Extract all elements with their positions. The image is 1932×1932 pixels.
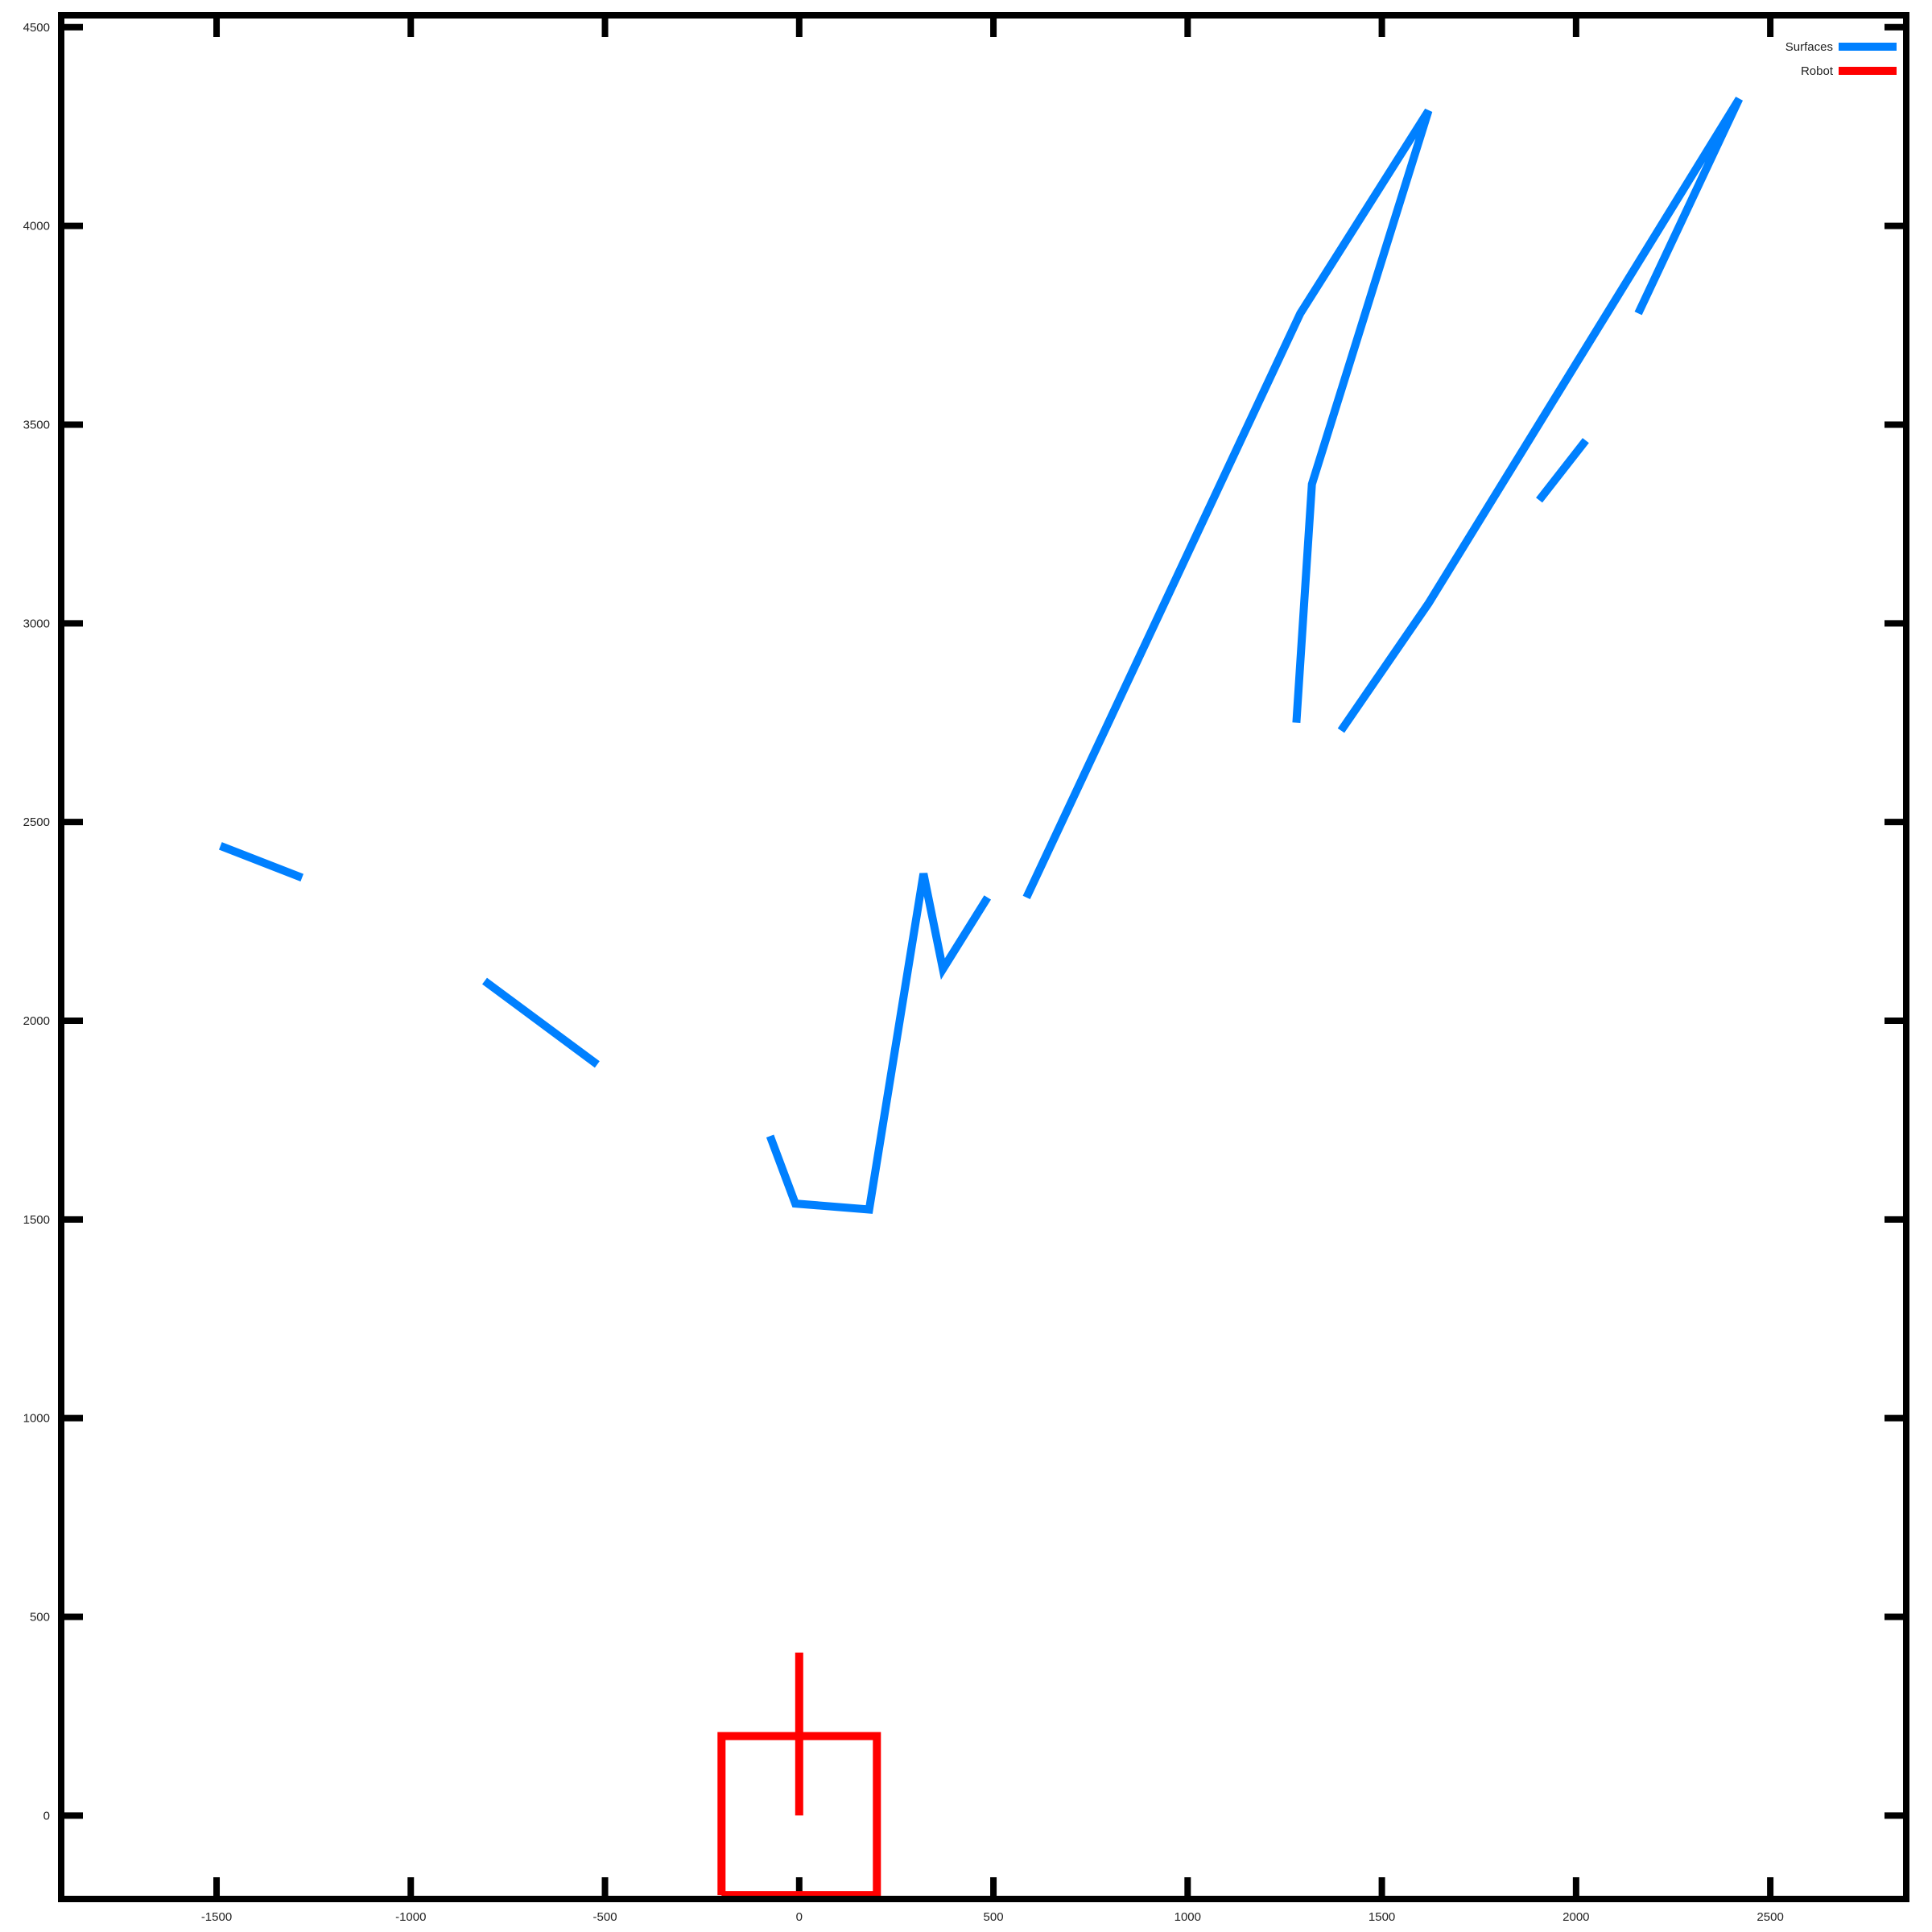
surfaces-segment xyxy=(1536,438,1589,503)
x-tick-label: 2000 xyxy=(1563,1910,1589,1924)
series-surfaces xyxy=(218,97,1744,1214)
surfaces-segment xyxy=(1022,108,1433,900)
x-tick-label: -1500 xyxy=(201,1910,232,1924)
x-tick-label: 1500 xyxy=(1368,1910,1395,1924)
y-tick-label: 3500 xyxy=(23,418,50,431)
plot-series xyxy=(218,97,1744,1900)
y-tick-label: 1500 xyxy=(23,1213,50,1227)
surfaces-segment xyxy=(482,977,600,1068)
surfaces-segment xyxy=(1337,97,1744,733)
surfaces-segment xyxy=(766,873,992,1214)
x-tick-label: -1000 xyxy=(395,1910,426,1924)
surfaces-segment xyxy=(218,842,304,881)
legend-label-surfaces: Surfaces xyxy=(1785,40,1833,54)
x-axis-tick-labels: -1500 -1000 -500 0 500 1000 1500 2000 2500 xyxy=(201,1910,1784,1924)
y-tick-label: 2000 xyxy=(23,1014,50,1028)
x-tick-label: 0 xyxy=(796,1910,803,1924)
y-tick-label: 4000 xyxy=(23,220,50,233)
robot-segment xyxy=(717,1732,881,1900)
y-tick-label: 500 xyxy=(30,1610,50,1624)
y-axis-tick-labels: 0 500 1000 1500 2000 2500 3000 3500 4000 4500 xyxy=(23,21,50,1823)
y-tick-label: 4500 xyxy=(23,21,50,35)
x-tick-label: 2500 xyxy=(1757,1910,1783,1924)
x-tick-label: -500 xyxy=(593,1910,617,1924)
x-tick-label: 1000 xyxy=(1174,1910,1201,1924)
legend: Surfaces Robot xyxy=(1785,40,1897,78)
y-tick-label: 1000 xyxy=(23,1412,50,1426)
x-tick-label: 500 xyxy=(984,1910,1004,1924)
series-robot xyxy=(717,1652,881,1900)
axis-ticks xyxy=(61,15,1906,1899)
legend-label-robot: Robot xyxy=(1801,64,1834,78)
y-tick-label: 3000 xyxy=(23,617,50,630)
y-tick-label: 0 xyxy=(43,1809,50,1823)
plot-frame xyxy=(58,12,1909,1902)
y-tick-label: 2500 xyxy=(23,815,50,829)
